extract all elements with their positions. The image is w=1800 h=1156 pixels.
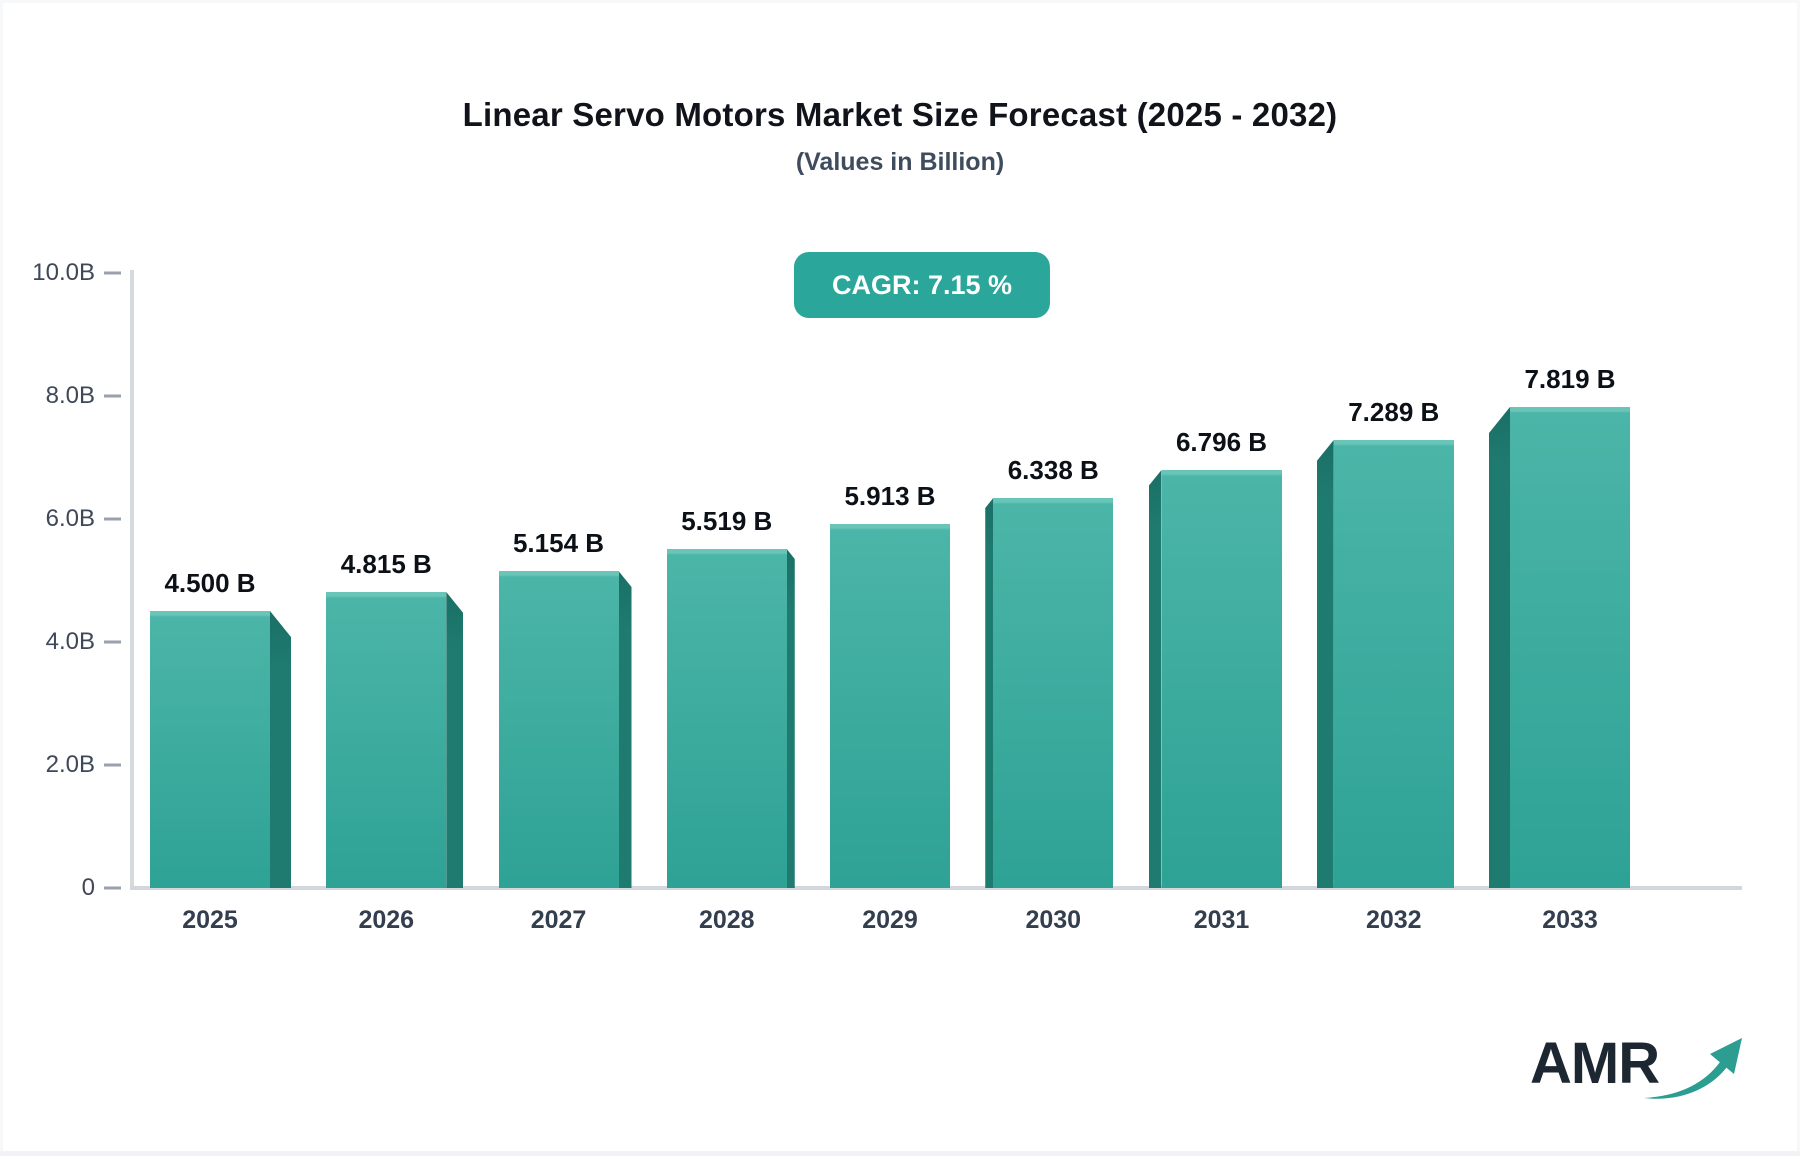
- amr-logo-text: AMR: [1530, 1031, 1660, 1096]
- bar-value-label: 4.500 B: [164, 568, 256, 598]
- bar-2033: 7.819 B 2033: [1489, 364, 1630, 934]
- x-tick-label-2033: 2033: [1542, 906, 1598, 934]
- bar-face: [993, 498, 1114, 888]
- bar-value-label: 5.913 B: [844, 481, 936, 511]
- bars-container: 4.500 B 2025 4.815 B 2026 5.154 B 2027 5.519 B…: [150, 248, 1630, 934]
- y-axis-line: [130, 270, 134, 890]
- x-tick-label-2027: 2027: [530, 906, 587, 934]
- bar-value-label: 7.819 B: [1524, 364, 1616, 394]
- x-tick-label-2030: 2030: [1025, 906, 1082, 934]
- x-tick-label-2025: 2025: [182, 906, 238, 934]
- x-tick-label-2028: 2028: [698, 906, 755, 934]
- bar-value-label: 4.815 B: [340, 549, 432, 579]
- bar-side-3d: [1148, 470, 1162, 888]
- y-tick-label-4.0B: 4.0B: [45, 628, 95, 655]
- chart-subtitle: (Values in Billion): [795, 148, 1005, 176]
- bar-2031: 6.796 B 2031: [1148, 427, 1282, 934]
- bar-face: [830, 524, 950, 888]
- bar-face: [666, 549, 787, 888]
- page-bottom-edge: [0, 1151, 1800, 1156]
- bar-2029: 5.913 B 2029: [830, 481, 950, 934]
- bar-face: [326, 592, 447, 888]
- x-tick-label-2026: 2026: [358, 906, 415, 934]
- bar-2027: 5.154 B 2027: [498, 528, 632, 934]
- bar-face: [498, 571, 619, 888]
- bar-side-3d: [985, 498, 994, 888]
- y-tick-mark: [104, 271, 121, 275]
- bar-value-label: 5.519 B: [681, 506, 773, 536]
- y-tick-label-6.0B: 6.0B: [45, 505, 95, 532]
- y-tick-mark: [104, 763, 121, 767]
- bar-2025: 4.500 B 2025: [150, 568, 291, 934]
- bar-side-3d: [1316, 440, 1334, 888]
- growth-arrow-icon: [1644, 1038, 1742, 1099]
- y-tick-mark: [104, 517, 121, 521]
- bar-side-3d: [1489, 407, 1510, 888]
- y-tick-mark: [104, 886, 121, 890]
- x-tick-label-2029: 2029: [862, 906, 918, 934]
- bar-value-label: 6.338 B: [1007, 455, 1099, 485]
- bar-2026: 4.815 B 2026: [326, 549, 464, 934]
- x-axis-line: [130, 886, 1742, 890]
- bar-side-3d: [446, 592, 464, 888]
- amr-logo: AMR: [1530, 1030, 1760, 1110]
- bar-2032: 7.289 B 2032: [1316, 397, 1454, 934]
- x-tick-label-2031: 2031: [1193, 906, 1250, 934]
- bar-side-3d: [618, 571, 632, 888]
- y-tick-label-0: 0: [81, 874, 95, 901]
- y-tick-mark: [104, 640, 121, 644]
- bar-face: [1161, 470, 1282, 888]
- bar-value-label: 5.154 B: [512, 528, 605, 558]
- bar-side-3d: [786, 549, 795, 888]
- bar-face: [1510, 407, 1630, 888]
- chart-title: Linear Servo Motors Market Size Forecast…: [462, 96, 1338, 133]
- bar-face: [150, 611, 270, 888]
- cagr-badge: CAGR: 7.15 %: [793, 252, 1051, 318]
- bar-value-label: 6.796 B: [1175, 427, 1268, 457]
- y-tick-label-10.0B: 10.0B: [32, 259, 95, 286]
- y-tick-mark: [104, 394, 121, 398]
- x-tick-label-2032: 2032: [1365, 906, 1422, 934]
- bar-2030: 6.338 B 2030: [985, 455, 1114, 934]
- y-tick-label-2.0B: 2.0B: [45, 751, 95, 778]
- bar-face: [1333, 440, 1454, 888]
- bar-side-3d: [270, 611, 291, 888]
- y-tick-label-8.0B: 8.0B: [45, 382, 95, 409]
- bar-value-label: 7.289 B: [1348, 397, 1440, 427]
- bar-2028: 5.519 B 2028: [666, 506, 795, 934]
